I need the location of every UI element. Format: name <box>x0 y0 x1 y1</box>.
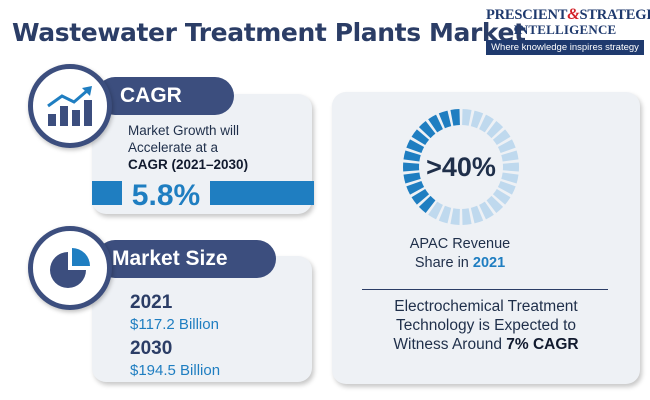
ring-segment-share <box>403 162 420 172</box>
technology-line3: Witness Around 7% CAGR <box>340 335 632 354</box>
market-size-year-2030: 2030 <box>130 338 173 359</box>
brand-tagline: Where knowledge inspires strategy <box>486 40 644 55</box>
brand-name-part2: STRATEGIC <box>579 7 650 23</box>
brand-logo: PRESCIENT&STRATEGIC INTELLIGENCE Where k… <box>486 6 650 55</box>
ring-segment-share <box>403 172 421 184</box>
ring-segment-share <box>418 195 436 214</box>
apac-share-card <box>332 92 640 384</box>
apac-share-label: APAC Revenue Share in 2021 <box>332 235 588 273</box>
apac-share-ring <box>403 109 519 225</box>
technology-line1: Electrochemical Treatment <box>394 298 578 315</box>
ring-segment-share <box>411 188 430 205</box>
ring-segment-rest <box>479 201 494 220</box>
ring-segment-rest <box>486 120 504 139</box>
market-size-year-2021: 2021 <box>130 292 173 313</box>
apac-share-label-line2: Share in 2021 <box>332 254 588 273</box>
market-size-heading: Market Size <box>96 240 276 278</box>
ring-segment-rest <box>470 205 484 224</box>
ring-segment-share <box>411 129 430 146</box>
ring-segment-share <box>418 120 436 139</box>
technology-statement: Electrochemical Treatment Technology is … <box>340 297 632 354</box>
market-size-value-2021: $117.2 Billion <box>130 316 219 333</box>
cagr-period: CAGR (2021–2030) <box>128 157 249 172</box>
ring-segment-share <box>450 109 460 126</box>
brand-ampersand: & <box>567 6 580 23</box>
ring-segment-rest <box>492 188 511 205</box>
ring-segment-rest <box>486 195 504 214</box>
page-title: Wastewater Treatment Plants Market <box>12 18 526 47</box>
ring-segment-rest <box>462 208 472 225</box>
cagr-value: 5.8% <box>122 178 210 214</box>
ring-segment-rest <box>492 129 511 146</box>
ring-segment-rest <box>501 172 519 184</box>
ring-segment-rest <box>497 139 516 153</box>
technology-line3-prefix: Witness Around <box>393 336 507 353</box>
brand-name-line1: PRESCIENT&STRATEGIC <box>486 6 650 24</box>
ring-segment-share <box>428 114 443 133</box>
brand-name-line2: INTELLIGENCE <box>513 22 617 37</box>
ring-segment-rest <box>502 162 519 172</box>
apac-share-year: 2021 <box>472 255 506 271</box>
apac-share-label-line1: APAC Revenue <box>409 236 511 252</box>
ring-segment-rest <box>428 201 443 220</box>
cagr-description: Market Growth will Accelerate at a CAGR … <box>128 122 308 173</box>
brand-name-part1: PRESCIENT <box>486 7 568 23</box>
cagr-description-line2: Accelerate at a <box>128 140 219 155</box>
apac-share-value: >40% <box>426 151 496 182</box>
apac-share-label-prefix: Share in <box>414 255 473 271</box>
pie-chart-icon <box>28 226 112 310</box>
ring-segment-share <box>406 181 425 195</box>
cagr-description-line3: CAGR (2021–2030) <box>128 156 308 173</box>
cagr-description-line1: Market Growth will <box>128 123 240 138</box>
cagr-heading: CAGR <box>96 77 234 115</box>
apac-divider <box>362 289 608 290</box>
ring-segment-rest <box>438 205 452 224</box>
ring-segment-share <box>438 110 452 129</box>
technology-line2: Technology is Expected to <box>395 317 577 334</box>
growth-chart-icon <box>28 64 112 148</box>
ring-segment-rest <box>450 208 460 225</box>
ring-segment-rest <box>501 150 519 162</box>
ring-segment-rest <box>479 114 494 133</box>
ring-segment-rest <box>497 181 516 195</box>
market-size-value-2030: $194.5 Billion <box>130 362 221 379</box>
ring-segment-share <box>406 139 425 153</box>
ring-segment-share <box>403 150 421 162</box>
ring-segment-rest <box>462 109 472 126</box>
ring-segment-rest <box>470 110 484 129</box>
technology-cagr: 7% CAGR <box>506 336 579 353</box>
